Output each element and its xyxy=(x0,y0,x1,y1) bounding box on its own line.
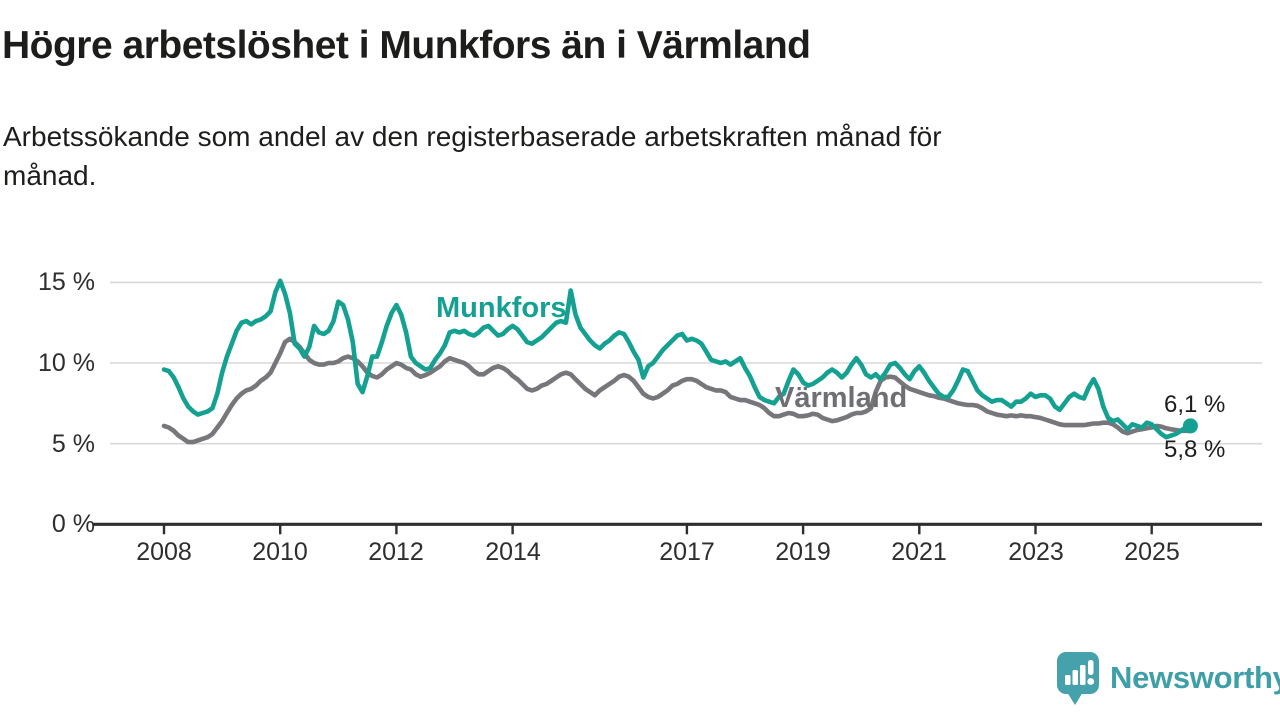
x-tick-label: 2008 xyxy=(136,538,192,566)
brand-name: Newsworthy xyxy=(1110,660,1280,695)
chart-subtitle: Arbetssökande som andel av den registerb… xyxy=(3,121,942,191)
x-tick-label: 2010 xyxy=(252,538,308,566)
x-tick-label: 2014 xyxy=(485,538,541,566)
end-value-varmland: 5,8 % xyxy=(1164,436,1226,463)
series-label-munkfors: Munkfors xyxy=(436,292,567,324)
x-tick-label: 2017 xyxy=(659,538,715,566)
y-tick-label: 0 % xyxy=(51,510,95,538)
x-tick-label: 2019 xyxy=(775,538,831,566)
y-tick-label: 15 % xyxy=(38,268,95,296)
x-tick-label: 2023 xyxy=(1008,538,1064,566)
end-value-munkfors: 6,1 % xyxy=(1164,391,1226,418)
y-tick-label: 5 % xyxy=(51,430,95,458)
x-tick-label: 2012 xyxy=(368,538,424,566)
y-tick-label: 10 % xyxy=(38,349,95,377)
x-tick-label: 2021 xyxy=(891,538,947,566)
series-label-varmland: Värmland xyxy=(775,382,908,414)
newsworthy-logo-icon xyxy=(1057,652,1099,705)
brand-logo: Newsworthy xyxy=(1056,650,1280,706)
chart-title: Högre arbetslöshet i Munkfors än i Värml… xyxy=(2,24,811,67)
x-tick-label: 2025 xyxy=(1124,538,1180,566)
